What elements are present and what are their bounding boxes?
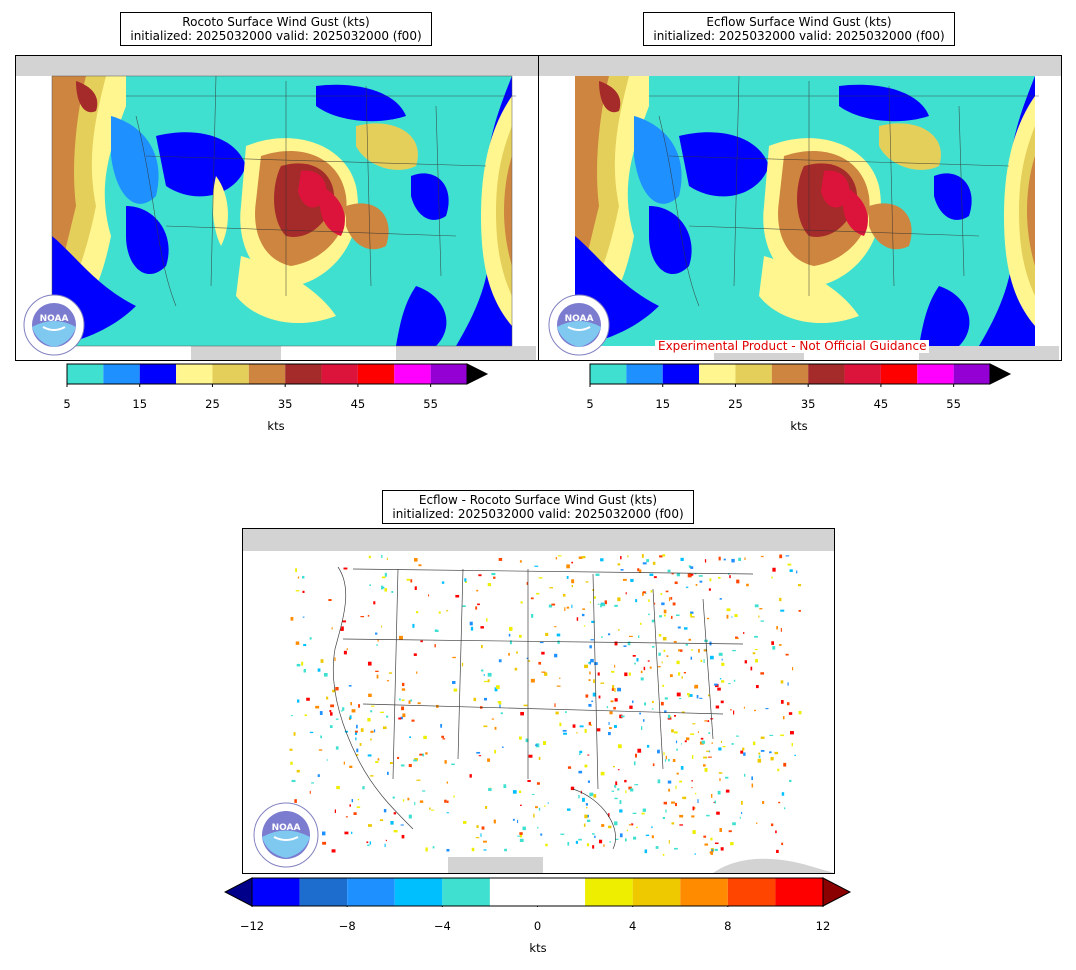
svg-text:NOAA: NOAA xyxy=(565,314,594,324)
panel3-colorbar-unit: kts xyxy=(529,941,547,955)
panel3-map-svg xyxy=(243,529,834,873)
panel3-colorbar xyxy=(223,877,854,911)
panel1-map xyxy=(15,55,539,361)
gust-cbar1-swatch-1 xyxy=(103,364,140,384)
gust-cbar2-swatch-1 xyxy=(626,364,663,384)
experimental-disclaimer: Experimental Product - Not Official Guid… xyxy=(655,340,930,353)
gust-cbar1-tick-label: 5 xyxy=(63,397,71,411)
diff-cbar-tick-label: −12 xyxy=(239,919,265,933)
gust-cbar1-tick-label: 55 xyxy=(423,397,438,411)
diff-cbar-swatch-8 xyxy=(632,878,681,906)
gust-cbar1-swatch-0 xyxy=(67,364,104,384)
gust-cbar1-swatch-6 xyxy=(285,364,322,384)
panel1-colorbar-svg xyxy=(66,363,489,387)
diff-cbar-extend-high xyxy=(822,877,852,907)
gust-cbar2-swatch-8 xyxy=(880,364,918,384)
panel1-title-line2: initialized: 2025032000 valid: 202503200… xyxy=(130,29,422,43)
panel3-map xyxy=(242,528,835,874)
gust-cbar2-swatch-0 xyxy=(590,364,627,384)
diff-cbar-swatch-9 xyxy=(680,878,728,906)
panel3-title-line2: initialized: 2025032000 valid: 202503200… xyxy=(392,507,684,521)
diff-cbar-tick-label: 8 xyxy=(724,919,732,933)
diff-cbar-swatch-1 xyxy=(299,878,348,906)
gust-cbar1-swatch-4 xyxy=(212,364,249,384)
gust-cbar2-tick-label: 35 xyxy=(800,397,816,411)
gust-cbar2-tick-label: 25 xyxy=(728,397,743,411)
gust-cbar1-tick-label: 25 xyxy=(205,397,220,411)
panel1-title-line1: Rocoto Surface Wind Gust (kts) xyxy=(182,15,370,29)
noaa-logo-icon: NOAA xyxy=(548,294,610,356)
diff-cbar-swatch-2 xyxy=(347,878,395,906)
panel2-colorbar-unit: kts xyxy=(790,419,808,433)
gust-cbar1-extend-arrow xyxy=(466,363,489,385)
panel2-colorbar-svg xyxy=(589,363,1012,387)
diff-cbar-extend-low xyxy=(223,877,253,907)
gust-cbar2-tick-label: 15 xyxy=(655,397,671,411)
gust-cbar2-swatch-3 xyxy=(699,364,736,384)
panel1-map-svg xyxy=(16,56,538,360)
gust-cbar1-swatch-7 xyxy=(321,364,358,384)
gust-cbar2-extend-arrow xyxy=(989,363,1012,385)
panel1-colorbar xyxy=(66,363,491,391)
gust-cbar1-tick-label: 45 xyxy=(350,397,366,411)
panel2-map xyxy=(538,55,1062,361)
gust-cbar1-tick-label: 35 xyxy=(277,397,293,411)
gust-cbar2-swatch-4 xyxy=(735,364,772,384)
gust-cbar2-swatch-10 xyxy=(953,364,990,384)
diff-cbar-swatch-10 xyxy=(727,878,776,906)
gust-cbar2-tick-label: 45 xyxy=(873,397,889,411)
gust-cbar2-swatch-5 xyxy=(771,364,809,384)
gust-cbar1-swatch-9 xyxy=(394,364,431,384)
panel3-title-line1: Ecflow - Rocoto Surface Wind Gust (kts) xyxy=(418,493,658,507)
gust-cbar2-swatch-9 xyxy=(917,364,954,384)
gust-cbar1-swatch-2 xyxy=(139,364,177,384)
noaa-logo-icon: NOAA xyxy=(253,802,319,868)
gust-cbar2-swatch-7 xyxy=(844,364,881,384)
panel2-title-line1: Ecflow Surface Wind Gust (kts) xyxy=(706,15,892,29)
diff-cbar-tick-label: 0 xyxy=(533,919,542,933)
diff-cbar-swatch-7 xyxy=(585,878,633,906)
diff-cbar-tick-label: 12 xyxy=(815,919,831,933)
gust-cbar1-swatch-10 xyxy=(430,364,467,384)
panel2-map-svg xyxy=(539,56,1061,360)
diff-cbar-swatch-5 xyxy=(489,878,538,906)
panel1-title: Rocoto Surface Wind Gust (kts) initializ… xyxy=(120,12,432,46)
diff-cbar-swatch-3 xyxy=(394,878,443,906)
diff-cbar-swatch-11 xyxy=(775,878,823,906)
gust-cbar2-swatch-6 xyxy=(808,364,845,384)
gust-cbar2-swatch-2 xyxy=(662,364,700,384)
diff-cbar-tick-label: 4 xyxy=(628,919,637,933)
diff-cbar-swatch-6 xyxy=(537,878,586,906)
gust-cbar1-swatch-3 xyxy=(176,364,213,384)
panel3-title: Ecflow - Rocoto Surface Wind Gust (kts) … xyxy=(382,490,694,524)
diff-cbar-tick-label: −8 xyxy=(338,919,356,933)
gust-cbar1-swatch-5 xyxy=(248,364,286,384)
diff-cbar-swatch-0 xyxy=(252,878,300,906)
panel3-colorbar-svg xyxy=(223,877,852,909)
gust-cbar1-swatch-8 xyxy=(357,364,395,384)
noaa-logo-icon: NOAA xyxy=(23,294,85,356)
gust-cbar2-tick-label: 55 xyxy=(946,397,961,411)
diff-cbar-tick-label: −4 xyxy=(433,919,451,933)
panel2-colorbar xyxy=(589,363,1014,391)
panel2-title-line2: initialized: 2025032000 valid: 202503200… xyxy=(653,29,945,43)
panel1-colorbar-unit: kts xyxy=(267,419,285,433)
gust-cbar2-tick-label: 5 xyxy=(586,397,594,411)
panel2-title: Ecflow Surface Wind Gust (kts) initializ… xyxy=(643,12,955,46)
svg-text:NOAA: NOAA xyxy=(40,314,69,324)
svg-text:NOAA: NOAA xyxy=(272,823,301,833)
gust-cbar1-tick-label: 15 xyxy=(132,397,148,411)
diff-cbar-swatch-4 xyxy=(442,878,490,906)
